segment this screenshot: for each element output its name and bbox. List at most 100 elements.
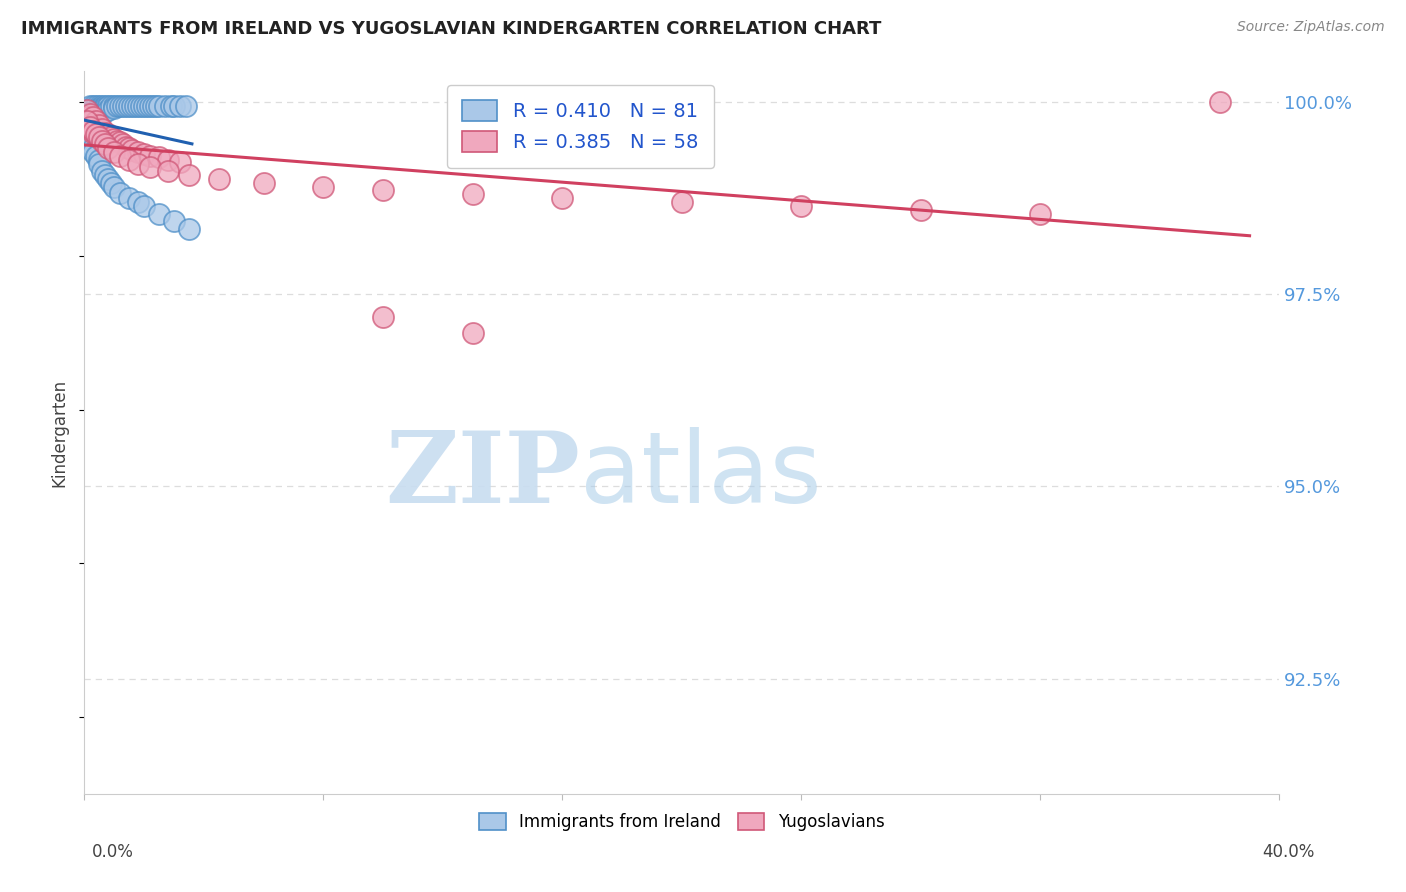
Point — [910, 202, 932, 217]
Point — [118, 99, 141, 113]
Point — [97, 172, 120, 186]
Point — [373, 310, 395, 325]
Point — [91, 101, 114, 115]
Point — [89, 118, 111, 132]
Point — [103, 101, 125, 115]
Point — [97, 141, 120, 155]
Point — [76, 103, 98, 117]
Text: 0.0%: 0.0% — [91, 843, 134, 861]
Point — [76, 111, 98, 125]
Point — [94, 168, 117, 182]
Point — [105, 134, 128, 148]
Point — [86, 104, 108, 119]
Point — [163, 214, 186, 228]
Point — [79, 134, 101, 148]
Point — [79, 112, 101, 126]
Point — [253, 176, 276, 190]
Point — [373, 184, 395, 198]
Point — [86, 99, 108, 113]
Point — [97, 103, 120, 117]
Point — [103, 179, 125, 194]
Point — [160, 99, 183, 113]
Point — [76, 114, 98, 128]
Point — [82, 126, 104, 140]
Point — [91, 164, 114, 178]
Point — [110, 135, 132, 149]
Point — [100, 176, 122, 190]
Point — [89, 101, 111, 115]
Point — [76, 126, 98, 140]
Point — [86, 111, 108, 125]
Point — [148, 99, 170, 113]
Point — [82, 111, 104, 125]
Point — [89, 126, 111, 140]
Point — [110, 186, 132, 200]
Point — [127, 156, 149, 170]
Point — [139, 149, 162, 163]
Point — [127, 99, 149, 113]
Point — [118, 191, 141, 205]
Point — [82, 118, 104, 132]
Point — [79, 106, 101, 120]
Point — [136, 99, 159, 113]
Point — [105, 99, 128, 113]
Point — [76, 106, 98, 120]
Text: IMMIGRANTS FROM IRELAND VS YUGOSLAVIAN KINDERGARTEN CORRELATION CHART: IMMIGRANTS FROM IRELAND VS YUGOSLAVIAN K… — [21, 20, 882, 37]
Point — [148, 206, 170, 220]
Point — [82, 104, 104, 119]
Point — [121, 99, 143, 113]
Point — [461, 326, 484, 340]
Point — [79, 106, 101, 120]
Point — [112, 137, 135, 152]
Point — [103, 99, 125, 113]
Point — [132, 147, 156, 161]
Point — [174, 99, 197, 113]
Point — [86, 106, 108, 120]
Point — [94, 99, 117, 113]
Point — [1029, 206, 1052, 220]
Point — [110, 99, 132, 113]
Point — [121, 143, 143, 157]
Point — [312, 179, 335, 194]
Point — [94, 137, 117, 152]
Point — [79, 111, 101, 125]
Point — [91, 106, 114, 120]
Point — [91, 99, 114, 113]
Point — [139, 161, 162, 175]
Point — [145, 99, 167, 113]
Point — [86, 103, 108, 117]
Point — [79, 104, 101, 119]
Point — [86, 128, 108, 142]
Text: atlas: atlas — [581, 427, 823, 524]
Point — [208, 172, 231, 186]
Point — [82, 124, 104, 138]
Point — [103, 132, 125, 146]
Point — [79, 120, 101, 134]
Point — [89, 99, 111, 113]
Point — [103, 145, 125, 159]
Point — [82, 106, 104, 120]
Point — [1209, 95, 1232, 109]
Point — [89, 129, 111, 144]
Point — [82, 145, 104, 159]
Point — [79, 114, 101, 128]
Point — [82, 99, 104, 113]
Y-axis label: Kindergarten: Kindergarten — [51, 378, 69, 487]
Point — [79, 99, 101, 113]
Point — [139, 99, 162, 113]
Point — [790, 199, 813, 213]
Point — [461, 187, 484, 202]
Point — [94, 126, 117, 140]
Point — [79, 109, 101, 123]
Point — [86, 149, 108, 163]
Point — [551, 191, 574, 205]
Point — [97, 99, 120, 113]
Point — [79, 103, 101, 117]
Point — [169, 99, 191, 113]
Point — [79, 114, 101, 128]
Text: 40.0%: 40.0% — [1263, 843, 1315, 861]
Point — [82, 112, 104, 126]
Point — [129, 99, 152, 113]
Point — [177, 168, 200, 182]
Point — [82, 109, 104, 123]
